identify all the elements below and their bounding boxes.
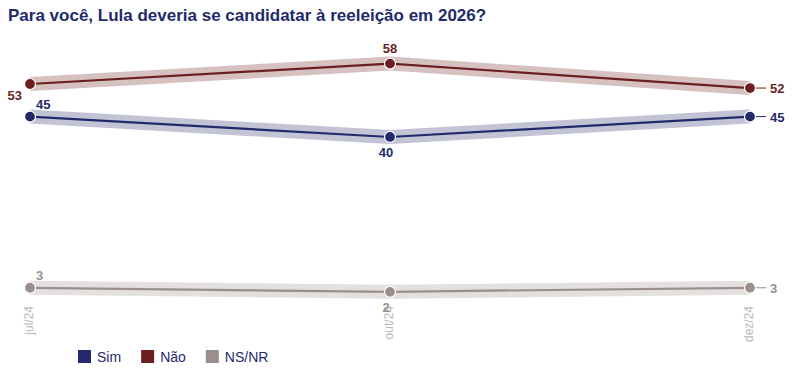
- label-leader: [756, 116, 766, 117]
- point: [745, 111, 756, 122]
- point: [385, 131, 396, 142]
- legend-label: Sim: [97, 349, 121, 365]
- data-label: 52: [770, 81, 784, 96]
- data-label: 40: [379, 145, 393, 160]
- x-tick-label: jul/24: [22, 306, 36, 336]
- data-label: 2: [382, 300, 389, 315]
- legend-swatch: [206, 350, 219, 363]
- legend: Sim Não NS/NR: [78, 349, 268, 365]
- data-label: 45: [36, 97, 50, 112]
- legend-label: NS/NR: [225, 349, 269, 365]
- chart: Para você, Lula deveria se candidatar à …: [0, 0, 800, 368]
- legend-swatch: [78, 350, 91, 363]
- data-label: 58: [383, 41, 397, 56]
- label-leader: [756, 88, 766, 89]
- data-label: 3: [770, 281, 777, 296]
- data-labels: 45 40 45 53 58 52 3 2 3: [8, 41, 785, 315]
- point: [25, 78, 36, 89]
- point: [25, 282, 36, 293]
- point: [745, 282, 756, 293]
- x-tick-label: dez/24: [742, 306, 756, 342]
- point: [25, 111, 36, 122]
- point: [385, 286, 396, 297]
- data-label: 45: [770, 110, 784, 125]
- plot-area: [25, 58, 756, 297]
- point: [745, 83, 756, 94]
- legend-label: Não: [160, 349, 186, 365]
- data-label: 3: [36, 268, 43, 283]
- data-label: 53: [8, 88, 22, 103]
- point: [385, 58, 396, 69]
- label-leader: [756, 287, 766, 288]
- legend-swatch: [141, 350, 154, 363]
- title: Para você, Lula deveria se candidatar à …: [8, 6, 486, 25]
